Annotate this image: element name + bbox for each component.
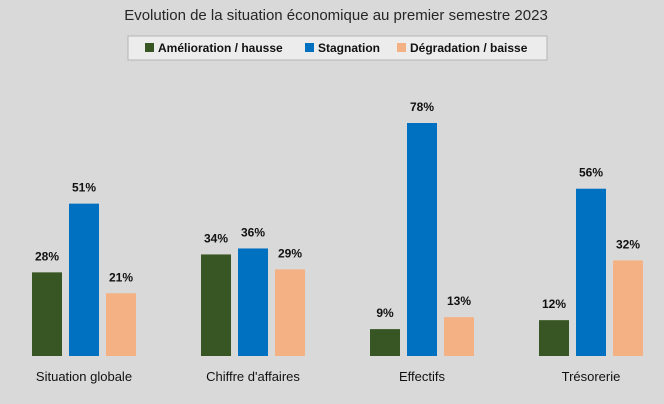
- bar-value-label-tresorerie-degradation: 32%: [616, 237, 640, 251]
- bar-tresorerie-stagnation: [576, 188, 606, 356]
- bar-chiffre-d-affaires-stagnation: [238, 248, 268, 356]
- bar-chiffre-d-affaires-degradation: [275, 269, 305, 356]
- legend-swatch-amelioration: [145, 43, 154, 52]
- legend-swatch-degradation: [397, 43, 406, 52]
- legend-label-amelioration: Amélioration / hausse: [158, 41, 283, 55]
- bar-tresorerie-amelioration: [539, 320, 569, 356]
- bar-value-label-chiffre-d-affaires-degradation: 29%: [278, 246, 302, 260]
- category-label-situation-globale: Situation globale: [36, 369, 132, 384]
- bar-value-label-effectifs-degradation: 13%: [447, 294, 471, 308]
- category-label-effectifs: Effectifs: [399, 369, 446, 384]
- bar-situation-globale-stagnation: [69, 203, 99, 356]
- bar-value-label-situation-globale-degradation: 21%: [109, 270, 133, 284]
- legend-swatch-stagnation: [305, 43, 314, 52]
- plot-area: 28% 51% 21% 34% 36% 29% 9% 78% 13% 12% 56% 32%: [32, 100, 643, 356]
- bar-situation-globale-degradation: [106, 293, 136, 356]
- bar-value-label-effectifs-amelioration: 9%: [376, 306, 394, 320]
- legend: Amélioration / hausse Stagnation Dégrada…: [127, 35, 548, 61]
- category-label-chiffre-d-affaires: Chiffre d'affaires: [206, 369, 300, 384]
- legend-frame: [127, 35, 548, 61]
- bar-tresorerie-degradation: [613, 260, 643, 356]
- chart-title: Evolution de la situation économique au …: [124, 7, 548, 24]
- bar-value-label-tresorerie-stagnation: 56%: [579, 166, 603, 180]
- bar-situation-globale-amelioration: [32, 272, 62, 356]
- legend-label-degradation: Dégradation / baisse: [410, 41, 528, 55]
- bar-value-label-situation-globale-stagnation: 51%: [72, 181, 96, 195]
- bar-value-label-chiffre-d-affaires-amelioration: 34%: [204, 231, 228, 245]
- bar-effectifs-amelioration: [370, 329, 400, 356]
- category-labels: Situation globale Chiffre d'affaires Effec…: [36, 369, 620, 384]
- legend-label-stagnation: Stagnation: [318, 41, 380, 55]
- bar-value-label-tresorerie-amelioration: 12%: [542, 297, 566, 311]
- bar-chiffre-d-affaires-amelioration: [201, 254, 231, 356]
- bar-effectifs-stagnation: [407, 123, 437, 356]
- category-label-tresorerie: Trésorerie: [562, 369, 621, 384]
- bar-effectifs-degradation: [444, 317, 474, 356]
- bar-value-label-effectifs-stagnation: 78%: [410, 100, 434, 114]
- bar-value-label-situation-globale-amelioration: 28%: [35, 249, 59, 263]
- bar-value-label-chiffre-d-affaires-stagnation: 36%: [241, 225, 265, 239]
